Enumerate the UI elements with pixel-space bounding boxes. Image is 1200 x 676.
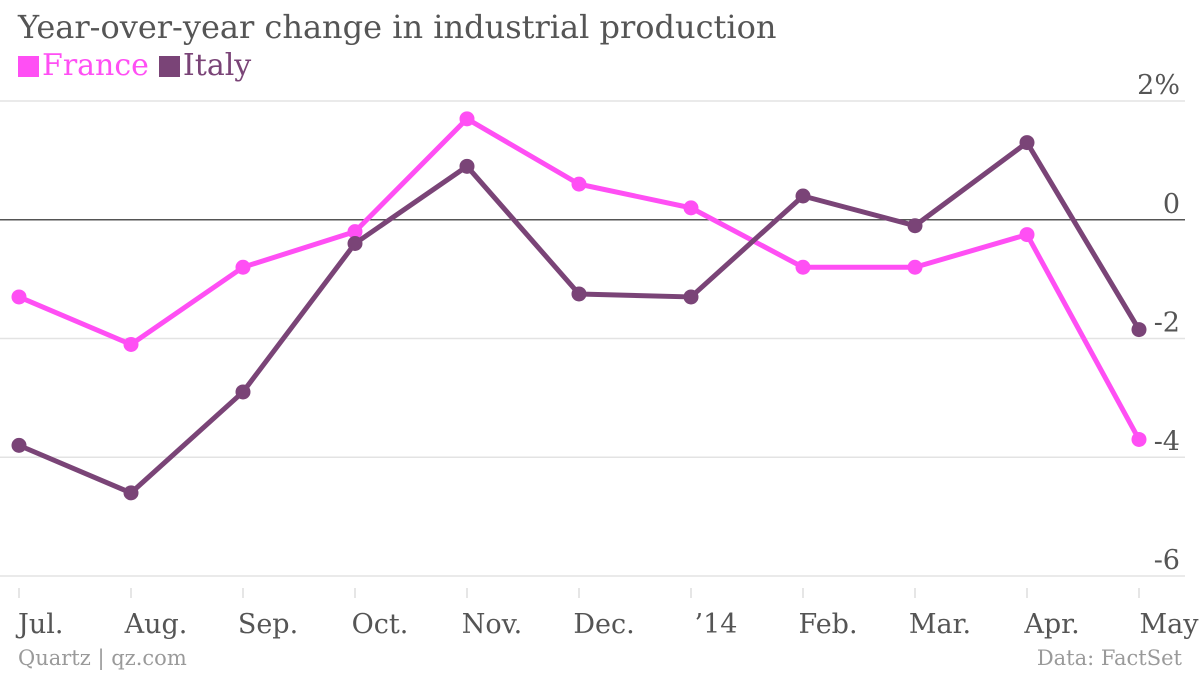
y-tick-label: -6 — [1154, 545, 1180, 576]
chart-title: Year-over-year change in industrial prod… — [18, 8, 777, 46]
x-tick-label: Sep. — [238, 609, 298, 640]
data-point-italy — [123, 485, 139, 501]
data-point-italy — [235, 384, 251, 400]
data-point-italy — [347, 236, 363, 251]
legend-item-italy: Italy — [158, 48, 252, 84]
data-point-france — [1131, 431, 1147, 447]
x-tick-label: May — [1140, 609, 1200, 640]
data-point-france — [123, 336, 139, 352]
data-point-italy — [1131, 322, 1147, 338]
y-tick-label: -4 — [1154, 426, 1180, 457]
legend-label-italy: Italy — [182, 48, 252, 83]
series-line-italy — [16, 140, 1142, 496]
x-tick-label: Oct. — [352, 609, 409, 640]
data-point-france — [795, 259, 811, 275]
x-tick-label: Dec. — [573, 609, 634, 640]
y-tick-label: 2% — [1137, 70, 1180, 101]
data-point-italy — [1019, 135, 1035, 151]
data-point-france — [1019, 227, 1035, 243]
data-point-italy — [571, 286, 587, 302]
data-point-italy — [459, 158, 475, 174]
data-point-italy — [11, 437, 27, 453]
legend: France Italy — [18, 48, 251, 84]
legend-swatch-france — [18, 55, 39, 77]
data-point-italy — [795, 188, 811, 204]
y-tick-label: -2 — [1154, 308, 1180, 339]
data-point-france — [571, 176, 587, 192]
data-point-france — [235, 259, 251, 275]
x-tick-label: Feb. — [798, 609, 857, 640]
footer-source: Data: FactSet — [1036, 646, 1182, 670]
data-point-france — [11, 289, 27, 305]
x-tick-label: Aug. — [124, 609, 188, 640]
x-tick-label: Apr. — [1023, 609, 1079, 640]
y-tick-label: 0 — [1163, 189, 1180, 220]
legend-item-france: France — [18, 48, 149, 84]
x-tick-label: Mar. — [909, 609, 971, 640]
legend-swatch-italy — [158, 55, 180, 77]
series-line-france — [16, 116, 1142, 442]
data-point-italy — [683, 289, 699, 305]
x-tick-label: Nov. — [462, 609, 523, 640]
data-point-italy — [907, 218, 923, 234]
x-tick-label: ’14 — [695, 609, 738, 640]
legend-label-france: France — [42, 48, 149, 83]
data-point-france — [459, 111, 475, 127]
data-point-france — [347, 224, 363, 240]
footer-credit: Quartz | qz.com — [18, 646, 187, 670]
x-tick-label: Jul. — [15, 609, 63, 640]
data-point-france — [683, 200, 699, 216]
data-point-france — [907, 259, 923, 275]
